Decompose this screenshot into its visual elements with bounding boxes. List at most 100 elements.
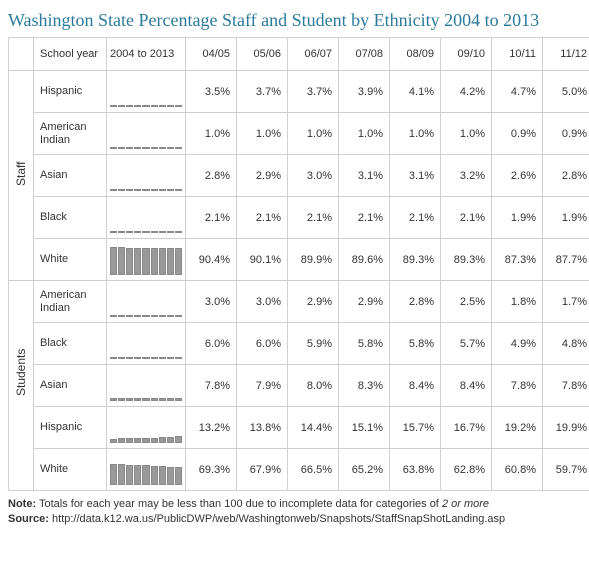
value-cell: 5.7%	[441, 323, 492, 365]
sparkline	[110, 455, 182, 485]
sparkline-bar	[126, 231, 133, 233]
sparkline-bar	[151, 466, 158, 485]
value-cell: 7.9%	[237, 365, 288, 407]
sparkline-bar	[110, 231, 117, 233]
sparkline-bar	[159, 105, 166, 107]
ethnicity-label: Hispanic	[34, 71, 107, 113]
sparkline-bar	[167, 105, 174, 107]
value-cell: 4.1%	[390, 71, 441, 113]
value-cell: 3.0%	[237, 281, 288, 323]
value-cell: 89.3%	[390, 239, 441, 281]
header-year-4: 08/09	[390, 38, 441, 71]
sparkline-bar	[134, 398, 141, 400]
ethnicity-label: Black	[34, 197, 107, 239]
sparkline-bar	[142, 248, 149, 275]
header-year-3: 07/08	[339, 38, 390, 71]
value-cell: 13.2%	[186, 407, 237, 449]
value-cell: 2.9%	[288, 281, 339, 323]
group-label-cell: Staff	[9, 71, 34, 281]
sparkline-bar	[151, 315, 158, 317]
group-label-cell: Students	[9, 281, 34, 491]
sparkline-bar	[167, 248, 174, 274]
value-cell: 2.1%	[288, 197, 339, 239]
sparkline-bar	[126, 438, 133, 442]
value-cell: 4.2%	[441, 71, 492, 113]
value-cell: 14.4%	[288, 407, 339, 449]
value-cell: 2.1%	[339, 197, 390, 239]
value-cell: 6.0%	[237, 323, 288, 365]
value-cell: 13.8%	[237, 407, 288, 449]
value-cell: 1.7%	[543, 281, 589, 323]
sparkline-bar	[151, 438, 158, 443]
sparkline-bar	[126, 398, 133, 400]
sparkline-bar	[134, 315, 141, 317]
sparkline-bar	[118, 315, 125, 317]
sparkline-cell	[107, 449, 186, 491]
sparkline-bar	[110, 105, 117, 107]
table-row: Black6.0%6.0%5.9%5.8%5.8%5.7%4.9%4.8%4.8…	[9, 323, 589, 365]
sparkline-cell	[107, 155, 186, 197]
value-cell: 7.8%	[492, 365, 543, 407]
header-year-7: 11/12	[543, 38, 589, 71]
sparkline-bar	[175, 231, 182, 233]
value-cell: 16.7%	[441, 407, 492, 449]
sparkline-bar	[151, 231, 158, 233]
footnote: Note: Totals for each year may be less t…	[8, 497, 581, 528]
value-cell: 1.8%	[492, 281, 543, 323]
table-row: StudentsAmerican Indian3.0%3.0%2.9%2.9%2…	[9, 281, 589, 323]
sparkline-bar	[167, 437, 174, 443]
value-cell: 1.0%	[237, 113, 288, 155]
ethnicity-table: School year 2004 to 2013 04/05 05/06 06/…	[8, 37, 589, 491]
sparkline	[110, 287, 182, 317]
note-italic: 2 or more	[442, 498, 489, 510]
sparkline-bar	[126, 105, 133, 107]
value-cell: 19.2%	[492, 407, 543, 449]
sparkline-bar	[167, 357, 174, 359]
sparkline-bar	[159, 248, 166, 274]
value-cell: 2.9%	[237, 155, 288, 197]
group-label: Students	[14, 376, 28, 396]
table-row: Asian2.8%2.9%3.0%3.1%3.1%3.2%2.6%2.8%2.9…	[9, 155, 589, 197]
header-year-0: 04/05	[186, 38, 237, 71]
sparkline-bar	[175, 147, 182, 149]
sparkline-bar	[118, 464, 125, 484]
sparkline-bar	[142, 357, 149, 359]
value-cell: 3.1%	[390, 155, 441, 197]
sparkline-bar	[159, 398, 166, 400]
value-cell: 90.1%	[237, 239, 288, 281]
source-text: http://data.k12.wa.us/PublicDWP/web/Wash…	[49, 513, 505, 525]
value-cell: 2.8%	[186, 155, 237, 197]
table-row: Black2.1%2.1%2.1%2.1%2.1%2.1%1.9%1.9%2.0…	[9, 197, 589, 239]
page-title: Washington State Percentage Staff and St…	[8, 10, 581, 31]
sparkline-bar	[142, 398, 149, 401]
header-spark: 2004 to 2013	[107, 38, 186, 71]
header-year-2: 06/07	[288, 38, 339, 71]
note-label: Note:	[8, 498, 36, 510]
sparkline-bar	[175, 315, 182, 317]
sparkline-bar	[175, 436, 182, 442]
sparkline-bar	[167, 315, 174, 317]
header-year-1: 05/06	[237, 38, 288, 71]
value-cell: 89.6%	[339, 239, 390, 281]
sparkline-bar	[134, 465, 141, 485]
sparkline-cell	[107, 197, 186, 239]
value-cell: 3.5%	[186, 71, 237, 113]
ethnicity-label: Asian	[34, 365, 107, 407]
value-cell: 65.2%	[339, 449, 390, 491]
value-cell: 59.7%	[543, 449, 589, 491]
sparkline-bar	[134, 357, 141, 359]
value-cell: 2.9%	[339, 281, 390, 323]
ethnicity-label: Hispanic	[34, 407, 107, 449]
value-cell: 2.1%	[441, 197, 492, 239]
value-cell: 3.7%	[237, 71, 288, 113]
value-cell: 1.0%	[339, 113, 390, 155]
sparkline	[110, 413, 182, 443]
header-row: School year 2004 to 2013 04/05 05/06 06/…	[9, 38, 589, 71]
value-cell: 15.7%	[390, 407, 441, 449]
value-cell: 1.0%	[288, 113, 339, 155]
header-year-5: 09/10	[441, 38, 492, 71]
value-cell: 4.9%	[492, 323, 543, 365]
value-cell: 87.7%	[543, 239, 589, 281]
value-cell: 3.2%	[441, 155, 492, 197]
sparkline-bar	[134, 248, 141, 275]
